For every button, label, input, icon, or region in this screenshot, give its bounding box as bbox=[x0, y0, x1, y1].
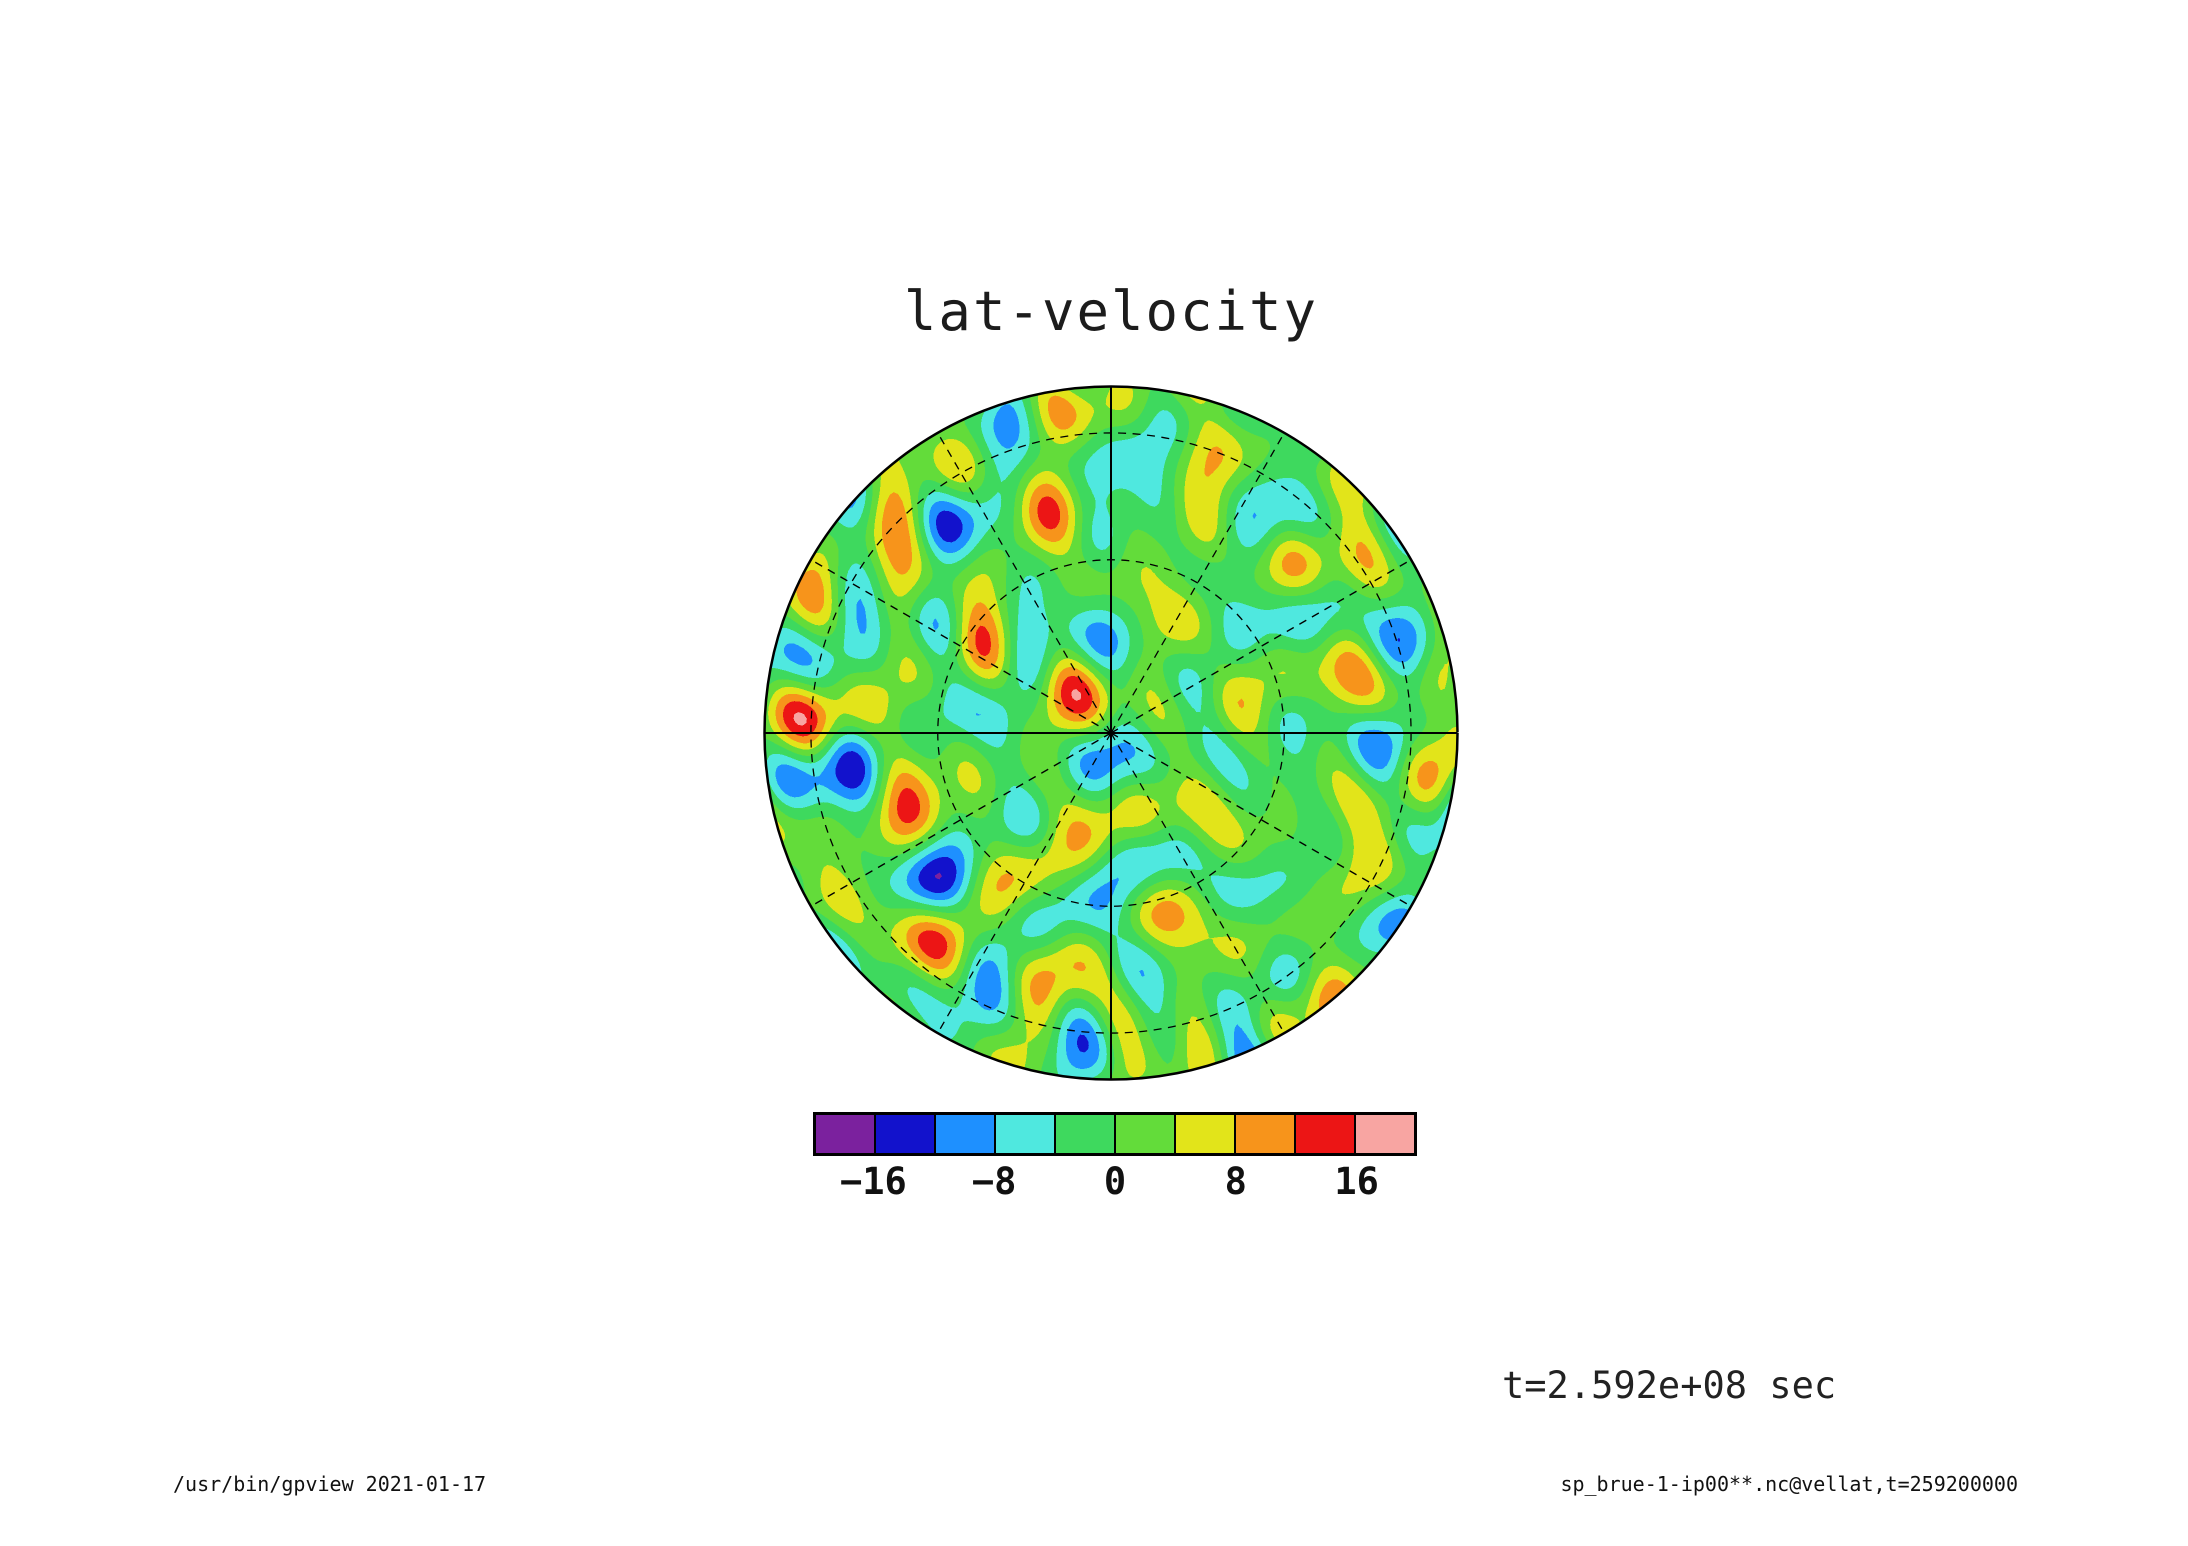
colorbar-ticks: −16 −8 0 8 16 bbox=[813, 1160, 1417, 1210]
command-label: /usr/bin/gpview 2021-01-17 bbox=[173, 1472, 487, 1496]
colorbar-cell bbox=[1176, 1115, 1234, 1153]
colorbar-cell bbox=[936, 1115, 994, 1153]
colorbar-cell bbox=[996, 1115, 1054, 1153]
dataset-label: sp_brue-1-ip00**.nc@vellat,t=259200000 bbox=[1560, 1472, 2018, 1496]
colorbar bbox=[813, 1112, 1417, 1156]
time-label: t=2.592e+08 sec bbox=[1502, 1364, 1837, 1407]
colorbar-cell bbox=[1356, 1115, 1414, 1153]
page-title: lat-velocity bbox=[903, 280, 1319, 343]
colorbar-tick-label: 8 bbox=[1224, 1160, 1247, 1203]
colorbar-cell bbox=[1116, 1115, 1174, 1153]
colorbar-tick-label: −16 bbox=[839, 1160, 907, 1203]
colorbar-cell bbox=[876, 1115, 934, 1153]
colorbar-cell bbox=[1296, 1115, 1354, 1153]
colorbar-cell bbox=[816, 1115, 874, 1153]
colorbar-tick-label: −8 bbox=[971, 1160, 1017, 1203]
colorbar-tick-label: 0 bbox=[1103, 1160, 1127, 1203]
colorbar-tick-label: 16 bbox=[1334, 1160, 1379, 1203]
colorbar-cell bbox=[1236, 1115, 1294, 1153]
polar-plot-canvas bbox=[761, 383, 1461, 1083]
colorbar-cell bbox=[1056, 1115, 1114, 1153]
